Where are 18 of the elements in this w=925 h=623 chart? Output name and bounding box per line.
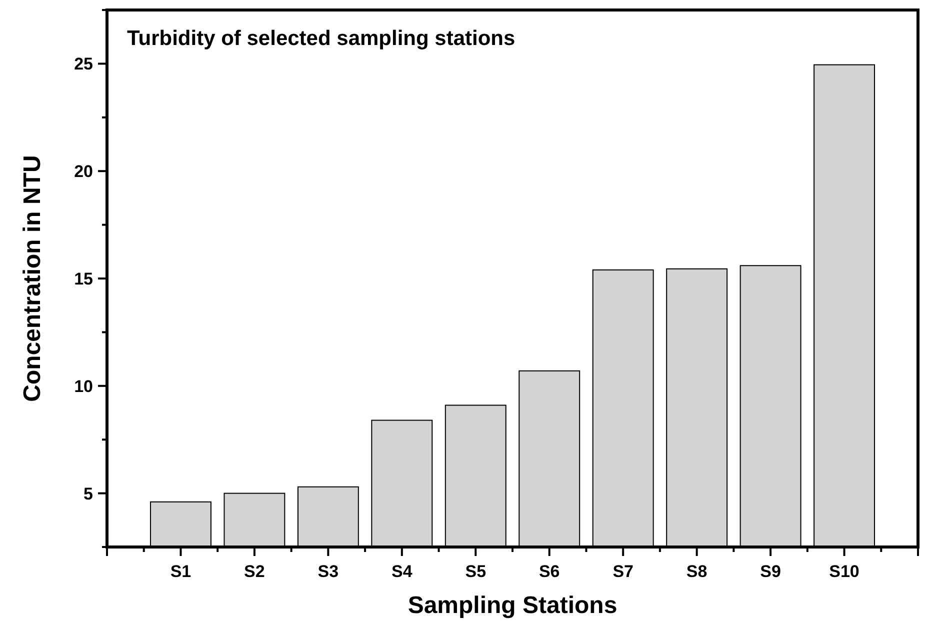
x-tick-label: S9 xyxy=(760,562,781,581)
y-tick-label: 10 xyxy=(74,376,93,396)
x-tick-label: S10 xyxy=(829,562,860,581)
x-tick-label: S7 xyxy=(612,562,634,581)
x-tick-label: S5 xyxy=(465,562,486,581)
x-tick-label: S2 xyxy=(244,562,265,581)
y-tick-label: 5 xyxy=(84,484,93,504)
y-tick-label: 15 xyxy=(74,269,93,288)
text: Turbidity of selected sampling stations xyxy=(127,27,516,50)
y-tick-label: 25 xyxy=(74,54,93,74)
x-tick-label: S1 xyxy=(170,562,192,581)
x-tick-label: S3 xyxy=(318,562,339,581)
x-tick-label: S4 xyxy=(392,562,413,581)
x-tick-label: S6 xyxy=(538,562,560,581)
x-tick-label: S8 xyxy=(686,562,708,581)
y-tick-label: 20 xyxy=(74,162,93,182)
y-axis-title: Concentration in NTU xyxy=(19,155,46,402)
x-axis-title: Sampling Stations xyxy=(408,592,618,619)
